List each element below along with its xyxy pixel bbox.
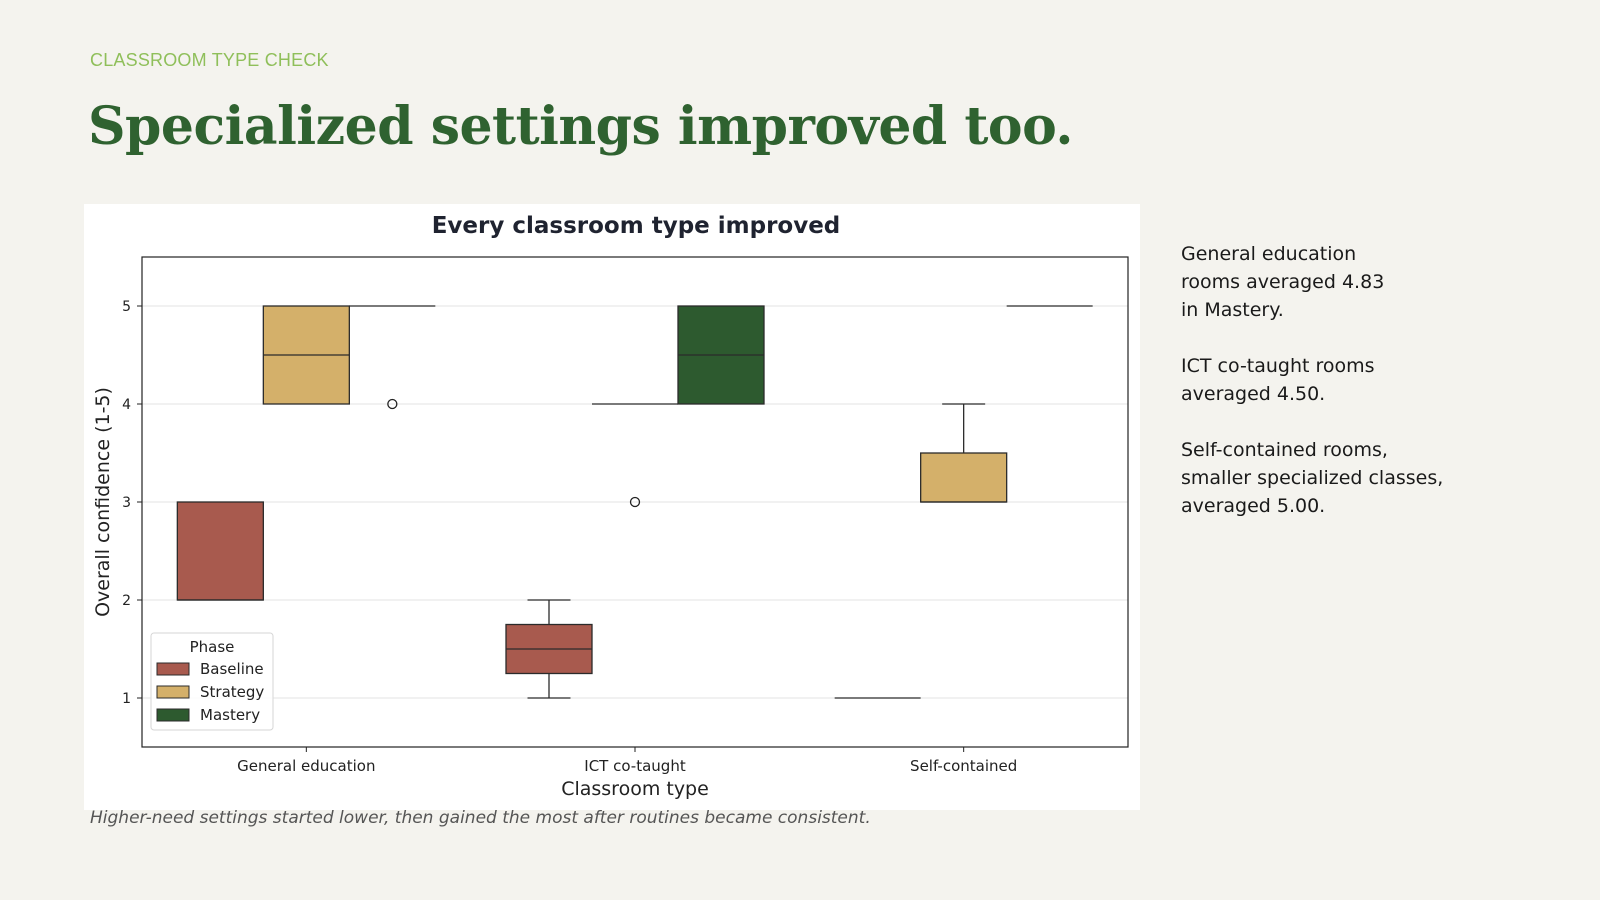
- box-body: [920, 452, 1008, 503]
- slide-caption: Higher-need settings started lower, then…: [90, 808, 871, 828]
- note-general-education: General education rooms averaged 4.83 in…: [1181, 243, 1385, 321]
- note-ict-co-taught: ICT co-taught rooms averaged 4.50.: [1181, 355, 1375, 405]
- box-mastery-general-education: [349, 305, 436, 410]
- legend-title: Phase: [190, 638, 235, 656]
- x-tick-label-general-education: General education: [237, 757, 375, 775]
- box-strategy-general-education: [262, 305, 350, 405]
- legend-label-baseline: Baseline: [200, 660, 264, 678]
- box-strategy-self-contained: [920, 403, 1008, 503]
- outlier-point-0: [629, 496, 641, 508]
- legend-swatch-baseline: [156, 662, 190, 676]
- legend-swatch-strategy: [156, 685, 190, 699]
- chart-card: Every classroom type improved 1 2 3 4 5 Gene…: [84, 204, 1140, 810]
- note-self-contained: Self-contained rooms, smaller specialize…: [1181, 439, 1444, 517]
- x-tick-label-ict-co-taught: ICT co-taught: [584, 757, 686, 775]
- legend-swatch-mastery: [156, 708, 190, 722]
- y-axis-ticks: 1 2 3 4 5: [122, 299, 142, 707]
- box-plot-chart: Every classroom type improved 1 2 3 4 5 Gene…: [92, 213, 1129, 800]
- box-baseline-general-education: [176, 501, 264, 601]
- box-mastery-ict-co-taught: [677, 305, 765, 405]
- box-baseline-ict-co-taught: [505, 599, 593, 699]
- eyebrow-label: CLASSROOM TYPE CHECK: [90, 50, 329, 70]
- y-tick-label-2: 2: [122, 593, 131, 609]
- legend-box: [150, 632, 274, 731]
- outlier-point-0: [387, 398, 398, 410]
- box-layer: [176, 305, 1093, 699]
- x-axis-label: Classroom type: [561, 778, 709, 800]
- y-tick-label-5: 5: [122, 299, 131, 315]
- legend-label-mastery: Mastery: [200, 706, 260, 724]
- legend: Phase Baseline Strategy Mastery: [150, 632, 274, 731]
- y-tick-label-1: 1: [122, 691, 131, 707]
- x-tick-label-self-contained: Self-contained: [910, 757, 1017, 775]
- y-axis-label: Overall confidence (1-5): [92, 387, 114, 617]
- side-notes: General education rooms averaged 4.83 in…: [1181, 240, 1581, 548]
- box-strategy-ict-co-taught: [592, 403, 678, 508]
- x-axis-ticks: General education ICT co-taught Self-conta…: [237, 747, 1017, 775]
- y-tick-label-4: 4: [122, 397, 131, 413]
- box-body: [176, 501, 264, 601]
- legend-label-strategy: Strategy: [200, 683, 264, 701]
- y-tick-label-3: 3: [122, 495, 131, 511]
- chart-title: Every classroom type improved: [432, 213, 841, 239]
- slide-title: Specialized settings improved too.: [88, 96, 1073, 157]
